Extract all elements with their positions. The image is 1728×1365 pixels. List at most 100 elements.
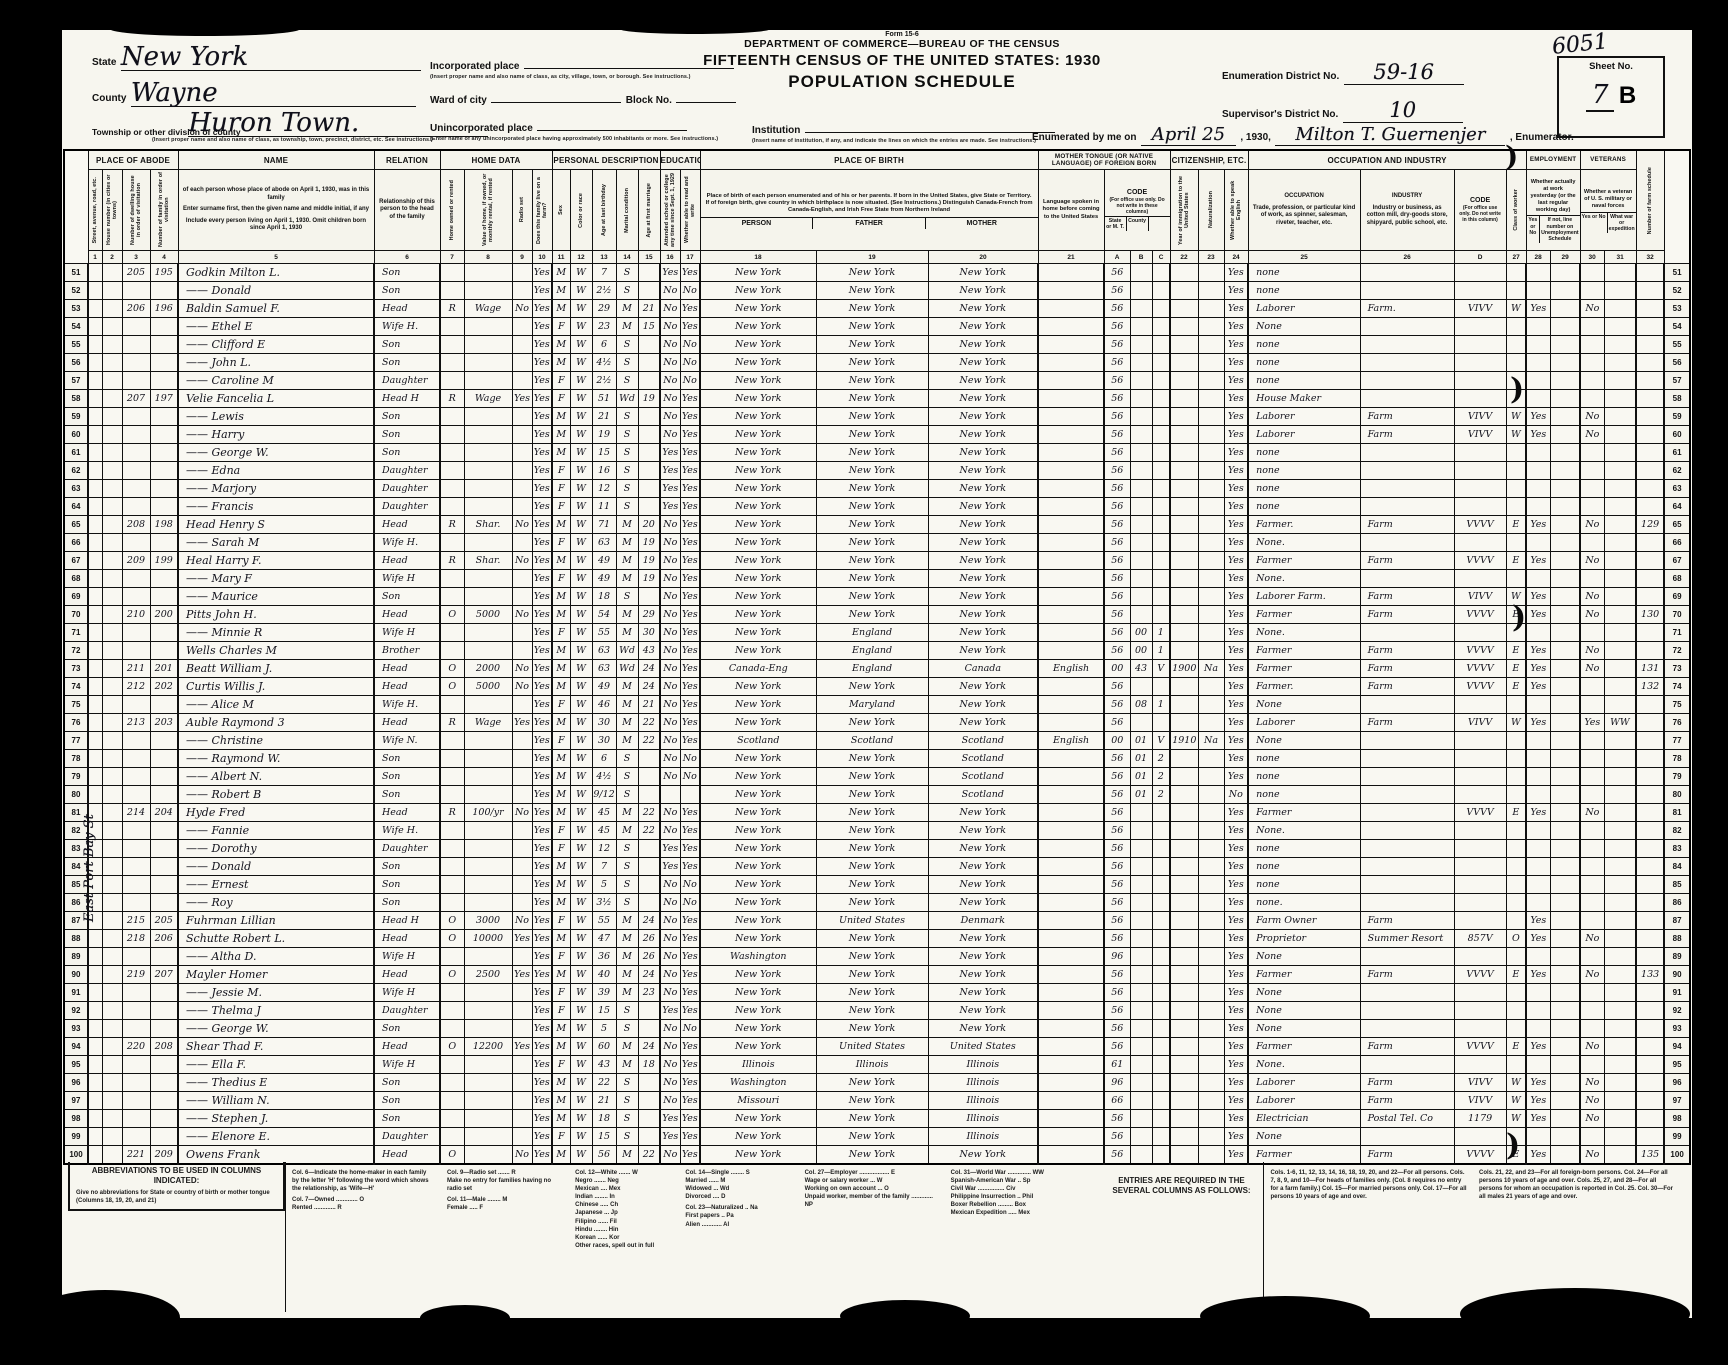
cell-na bbox=[1197, 1073, 1225, 1092]
cell-ma: S bbox=[615, 353, 639, 372]
cell-oc: None bbox=[1247, 947, 1361, 966]
cell-nm: —— Caroline M bbox=[177, 371, 375, 390]
abbrev-col27: Col. 27—Employer .................. E Wa… bbox=[799, 1162, 945, 1213]
cell-sx: M bbox=[551, 551, 571, 570]
table-row: 52 —— Donald Son Yes M W 2½ S No No New York New Yo… bbox=[63, 281, 1691, 300]
cell-ma: S bbox=[615, 1073, 639, 1092]
entries-b: Cols. 21, 22, and 23—For all foreign-bor… bbox=[1478, 1170, 1674, 1201]
cell-dw bbox=[121, 407, 151, 426]
cell-fm: Yes bbox=[531, 515, 553, 534]
col-age-first-marriage: Age at first marriage bbox=[637, 169, 661, 251]
cell-na bbox=[1197, 929, 1225, 948]
abbrev-title: ABBREVIATIONS TO BE USED IN COLUMNS INDI… bbox=[91, 1166, 262, 1185]
cell-vy bbox=[1579, 785, 1605, 804]
township-line: Township or other division of county Hur… bbox=[92, 110, 512, 143]
cell-im bbox=[1169, 497, 1199, 516]
cell-ln: 55 bbox=[63, 335, 89, 354]
cell-am bbox=[637, 587, 661, 606]
cell-cl bbox=[1505, 443, 1527, 462]
cell-ag: 15 bbox=[591, 1127, 617, 1146]
cell-vw bbox=[1603, 497, 1637, 516]
cell-vy bbox=[1579, 1001, 1605, 1020]
cell-lg bbox=[1037, 1019, 1105, 1038]
cell-el bbox=[1549, 281, 1581, 300]
cell-vy: No bbox=[1579, 803, 1605, 822]
cell-na bbox=[1197, 425, 1225, 444]
cell-in bbox=[1359, 461, 1455, 480]
cell-line-number-right: 73 bbox=[1663, 659, 1691, 678]
cell-ey bbox=[1525, 263, 1551, 282]
table-row: 65 208 198 Head Henry S Head R Shar. No Yes M W 71 M… bbox=[63, 515, 1691, 534]
cell-fa: 201 bbox=[149, 659, 179, 678]
abbrev-col14: Col. 14—Single ........ S Married ......… bbox=[685, 1170, 750, 1201]
cell-ma: M bbox=[615, 677, 639, 696]
table-row: 73 211 201 Beatt William J. Head O 2000 No Yes M W… bbox=[63, 659, 1691, 678]
group-place-of-birth: PLACE OF BIRTH bbox=[699, 149, 1039, 170]
cell-cd bbox=[1453, 389, 1507, 408]
cell-ln: 100 bbox=[63, 1145, 89, 1165]
cell-vy: No bbox=[1579, 407, 1605, 426]
cell-pf: New York bbox=[815, 857, 929, 876]
cell-fa bbox=[149, 425, 179, 444]
cell-vy: No bbox=[1579, 929, 1605, 948]
cell-pm: New York bbox=[927, 893, 1039, 912]
cell-im bbox=[1169, 353, 1199, 372]
cell-ln: 84 bbox=[63, 857, 89, 876]
cell-oc: None. bbox=[1247, 623, 1361, 642]
cell-pm: New York bbox=[927, 389, 1039, 408]
cell-im bbox=[1169, 443, 1199, 462]
cell-oc: House Maker bbox=[1247, 389, 1361, 408]
cell-im bbox=[1169, 929, 1199, 948]
cell-sx: F bbox=[551, 695, 571, 714]
cell-st bbox=[87, 947, 103, 966]
cell-co: W bbox=[569, 1127, 593, 1146]
cell-re: Head bbox=[373, 965, 441, 984]
cell-im bbox=[1169, 263, 1199, 282]
cell-ca: 56 bbox=[1103, 1019, 1131, 1038]
cell-ey: Yes bbox=[1525, 803, 1551, 822]
cell-rw: No bbox=[679, 1019, 701, 1038]
abbrev-col6-7: Col. 6—Indicate the home-maker in each f… bbox=[286, 1162, 441, 1216]
cell-in: Farm bbox=[1359, 965, 1455, 984]
cell-ey bbox=[1525, 281, 1551, 300]
cell-im bbox=[1169, 335, 1199, 354]
cell-oc: none bbox=[1247, 767, 1361, 786]
cell-cd bbox=[1453, 821, 1507, 840]
cell-cd: VVVV bbox=[1453, 803, 1507, 822]
cell-ow bbox=[439, 1127, 465, 1146]
cell-vw: WW bbox=[1603, 713, 1637, 732]
cell-st bbox=[87, 965, 103, 984]
cell-nm: —— Sarah M bbox=[177, 533, 375, 552]
cell-na bbox=[1197, 497, 1225, 516]
cell-nm: —— Harry bbox=[177, 425, 375, 444]
cell-na bbox=[1197, 1001, 1225, 1020]
table-row: 60 —— Harry Son Yes M W 19 S No Yes New York New Yo… bbox=[63, 425, 1691, 444]
cell-ow: O bbox=[439, 929, 465, 948]
cell-fm: Yes bbox=[531, 1001, 553, 1020]
cell-ag: 56 bbox=[591, 1145, 617, 1165]
cell-cl: E bbox=[1505, 515, 1527, 534]
cell-fm: Yes bbox=[531, 1073, 553, 1092]
cell-ag: 43 bbox=[591, 1055, 617, 1074]
cell-fs bbox=[1635, 587, 1665, 606]
cell-ra bbox=[511, 461, 533, 480]
cell-ow bbox=[439, 983, 465, 1002]
cell-oc: Laborer bbox=[1247, 425, 1361, 444]
cell-re: Head bbox=[373, 677, 441, 696]
cell-na bbox=[1197, 389, 1225, 408]
cell-ra bbox=[511, 587, 533, 606]
cell-fm: Yes bbox=[531, 641, 553, 660]
cell-ra: No bbox=[511, 659, 533, 678]
cell-pm: New York bbox=[927, 1019, 1039, 1038]
cell-am: 21 bbox=[637, 695, 661, 714]
cell-cl bbox=[1505, 497, 1527, 516]
cell-hn bbox=[101, 371, 123, 390]
cell-re: Daughter bbox=[373, 839, 441, 858]
cell-ca: 56 bbox=[1103, 677, 1131, 696]
cell-dw bbox=[121, 353, 151, 372]
cell-st bbox=[87, 1073, 103, 1092]
cell-pf: New York bbox=[815, 713, 929, 732]
cell-cd bbox=[1453, 947, 1507, 966]
cell-hn bbox=[101, 1001, 123, 1020]
table-row: 80 —— Robert B Son Yes M W 9/12 S New York New Yo… bbox=[63, 785, 1691, 804]
